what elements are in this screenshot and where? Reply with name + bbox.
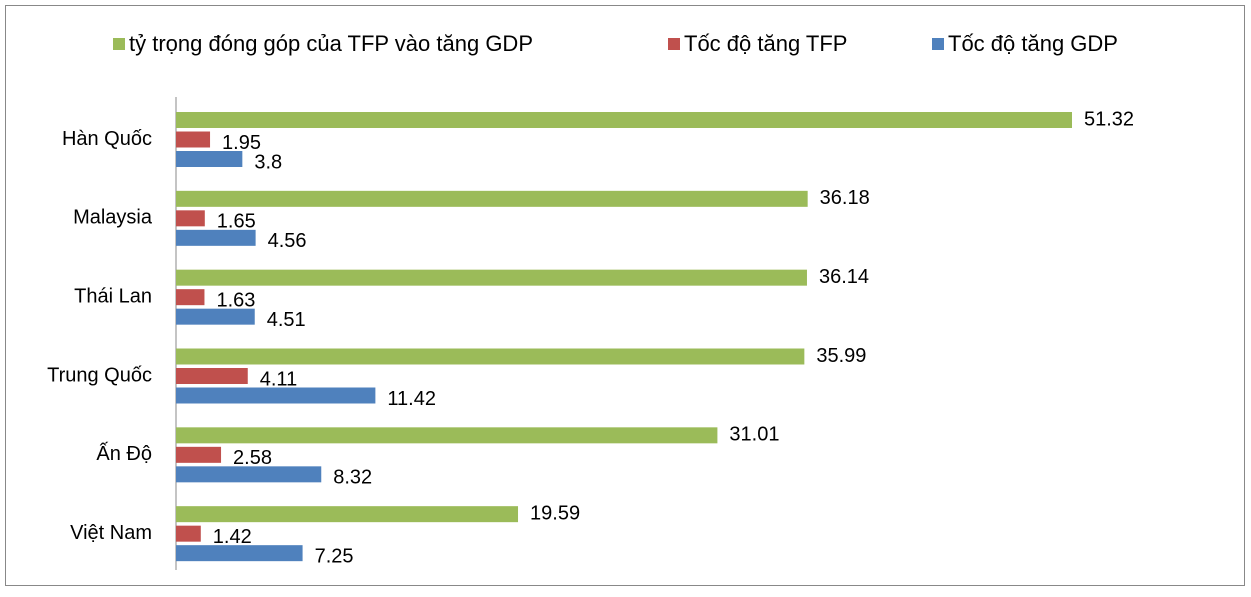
bar <box>176 190 808 207</box>
data-label: 1.65 <box>217 211 256 233</box>
legend-label: tỷ trọng đóng góp của TFP vào tăng GDP <box>129 31 533 56</box>
chart-border <box>5 5 1245 586</box>
bar <box>176 446 222 463</box>
data-label: 8.32 <box>333 467 372 489</box>
bar <box>176 525 201 542</box>
data-label: 31.01 <box>729 424 779 446</box>
category-label: Hàn Quốc <box>62 128 152 150</box>
bar <box>176 151 243 167</box>
bar <box>176 506 519 523</box>
category-label: Ấn Độ <box>96 442 152 465</box>
data-label: 1.63 <box>216 289 255 311</box>
category-label: Thái Lan <box>74 285 152 307</box>
bar <box>176 112 1072 128</box>
data-label: 36.14 <box>819 266 869 288</box>
data-label: 1.42 <box>213 526 252 548</box>
bar <box>176 229 256 246</box>
data-label: 7.25 <box>315 545 354 567</box>
legend-label: Tốc độ tăng TFP <box>684 31 847 56</box>
bar <box>176 348 805 365</box>
category-label: Malaysia <box>73 207 153 229</box>
bar <box>176 269 807 286</box>
legend-label: Tốc độ tăng GDP <box>948 31 1118 56</box>
data-label: 36.18 <box>820 187 870 209</box>
category-label: Việt Nam <box>70 522 152 544</box>
data-label: 19.59 <box>530 502 580 524</box>
bar <box>176 368 248 384</box>
bar <box>176 545 303 562</box>
legend-swatch <box>113 38 125 50</box>
bar <box>176 466 322 483</box>
data-label: 2.58 <box>233 447 272 469</box>
legend-swatch <box>932 38 944 50</box>
bar <box>176 131 211 148</box>
data-label: 35.99 <box>816 345 866 367</box>
category-label: Trung Quốc <box>47 364 152 386</box>
data-label: 3.8 <box>254 151 282 173</box>
bar <box>176 210 205 227</box>
data-label: 4.11 <box>260 368 297 390</box>
bar <box>176 308 255 325</box>
data-label: 4.56 <box>268 230 307 252</box>
legend-swatch <box>668 38 680 50</box>
bar <box>176 387 376 404</box>
data-label: 4.51 <box>267 309 306 331</box>
bar <box>176 289 205 306</box>
data-label: 51.32 <box>1084 108 1134 130</box>
data-label: 1.95 <box>222 132 261 154</box>
data-label: 11.42 <box>387 388 436 410</box>
bar <box>176 427 718 444</box>
